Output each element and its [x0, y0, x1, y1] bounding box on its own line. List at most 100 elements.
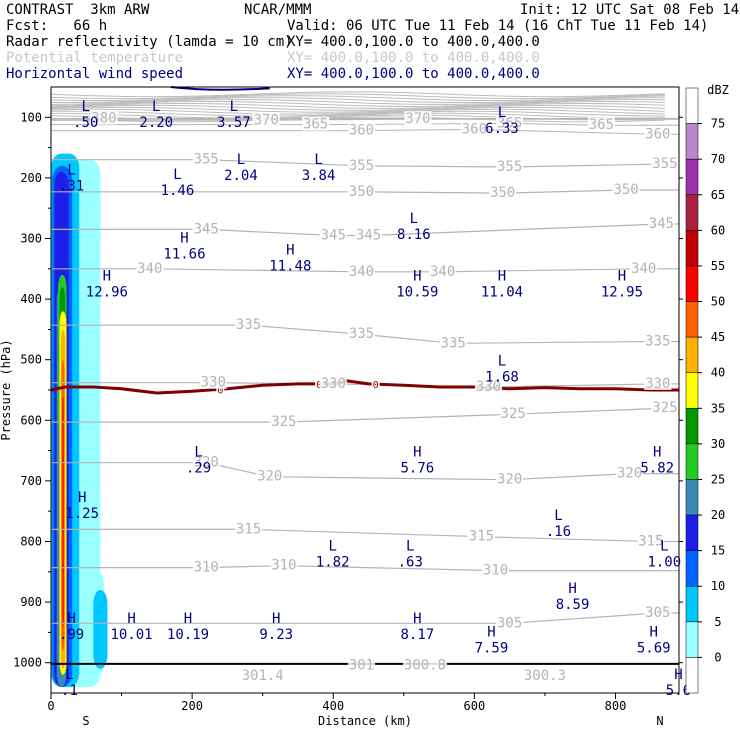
wind-extremum: H12.96	[86, 269, 128, 301]
wind-extremum: L.1	[61, 667, 78, 699]
theta-label-bg	[644, 605, 672, 620]
theta-label-bg	[270, 557, 298, 572]
wind-extremum-value: 5.69	[637, 640, 671, 656]
wind-extremum-value: 9.23	[259, 627, 293, 643]
reflectivity-cell	[79, 165, 101, 257]
theta-label: 345	[321, 227, 346, 243]
colorbar-tick-label: 45	[711, 330, 725, 344]
theta-contour-line	[51, 106, 665, 113]
colorbar-swatch	[685, 514, 699, 551]
theta-label: 300.8	[404, 658, 446, 674]
freezing-level-label: 0	[373, 380, 379, 391]
wind-extremum-value: 1.68	[485, 370, 519, 386]
theta-label-bg	[488, 185, 517, 200]
wind-extremum-type: H	[487, 624, 495, 640]
theta-label: 340	[631, 261, 656, 277]
theta-label-bg	[347, 183, 376, 198]
theta-label-bg	[499, 406, 527, 421]
wind-extremum-type: H	[286, 243, 294, 259]
colorbar-swatch	[685, 585, 699, 623]
colorbar-tick-label: 5	[714, 615, 721, 629]
x-tick-label: 600	[464, 699, 486, 713]
wind-extremum-type: L	[230, 99, 238, 115]
theta-contour-line	[51, 108, 665, 115]
field-1-name: Radar reflectivity (lamda = 10 cm)	[6, 34, 293, 50]
wind-extremum: L3.57	[217, 99, 251, 131]
theta-label: 355	[652, 156, 677, 172]
theta-contour-line	[51, 104, 665, 111]
colorbar-swatch	[685, 372, 699, 409]
colorbar-swatch	[685, 230, 699, 267]
theta-label: 310	[483, 563, 508, 579]
wind-extremum-value: 5.76	[400, 460, 434, 476]
init-time: Init: 12 UTC Sat 08 Feb 14	[520, 2, 740, 18]
reflectivity-cell	[62, 396, 64, 627]
colorbar: 0 5 10 15 20 25 30 35 40 45 50 55 60 65 70 75	[685, 87, 725, 694]
wind-extremum-value: 1.25	[65, 506, 99, 522]
freezing-level-label-bg	[371, 378, 380, 390]
theta-label: 355	[349, 158, 374, 174]
wind-extremum-type: L	[237, 152, 245, 168]
colorbar-swatch	[685, 265, 699, 302]
colorbar-tick-label: 15	[711, 544, 725, 558]
theta-label: 365	[497, 115, 522, 131]
wind-extremum-value: 1.82	[316, 554, 350, 570]
theta-label: 360	[645, 126, 670, 142]
freezing-level-label: 0	[316, 380, 322, 391]
theta-label: 315	[236, 521, 261, 537]
colorbar-tick-label: 70	[711, 152, 725, 166]
y-tick-label: 1000	[13, 656, 42, 670]
colorbar-swatch	[685, 621, 699, 658]
theta-label: 305	[645, 605, 670, 621]
theta-label: 315	[638, 534, 663, 550]
field-2-xy: XY= 400.0,100.0 to 400.0,400.0	[287, 50, 540, 66]
theta-label-bg	[496, 158, 524, 173]
theta-label-bg	[651, 155, 679, 170]
theta-label: 330	[645, 376, 670, 392]
wind-extremum-type: L	[410, 211, 418, 227]
theta-label-bg	[347, 157, 376, 172]
colorbar-tick-label: 65	[711, 188, 725, 202]
wind-extremum-type: L	[65, 667, 73, 683]
wind-extremum-type: L	[554, 508, 562, 524]
theta-label: 320	[617, 466, 642, 482]
theta-label: 340	[430, 264, 455, 280]
theta-label-bg	[270, 414, 298, 429]
colorbar-tick-label: 50	[711, 295, 725, 309]
theta-label-bg	[90, 110, 118, 125]
wind-extremum-value: .16	[546, 524, 571, 540]
theta-label-bg	[192, 559, 220, 574]
theta-label: 325	[271, 414, 296, 430]
wind-extremum: H8.59	[556, 581, 590, 613]
theta-label-bg	[234, 317, 263, 332]
wind-extremum: L2.20	[139, 99, 173, 131]
wind-extremum: H10.01	[110, 611, 152, 643]
x-tick-label: 200	[181, 699, 203, 713]
wind-extremum-type: H	[618, 269, 626, 285]
wind-extremum-type: H	[674, 667, 682, 683]
wind-extremum-type: L	[194, 444, 202, 460]
theta-label: 315	[469, 529, 494, 545]
wind-extremum-type: H	[103, 269, 111, 285]
theta-contour-line	[51, 91, 665, 98]
theta-label: 335	[349, 326, 374, 342]
theta-label: 360	[349, 123, 374, 139]
wind-extremum-type: H	[413, 269, 421, 285]
colorbar-tick-label: 0	[714, 650, 721, 664]
theta-label-bg	[234, 521, 263, 536]
colorbar-swatch	[685, 657, 699, 694]
colorbar-tick-label: 75	[711, 117, 725, 131]
wind-extremum: L.50	[73, 99, 98, 131]
theta-label: 310	[194, 560, 219, 576]
theta-label: 320	[257, 469, 282, 485]
wind-extremum-type: L	[328, 538, 336, 554]
theta-contour-line	[51, 97, 665, 104]
wind-extremum: H11.66	[163, 231, 205, 263]
theta-contour-line	[51, 93, 665, 100]
theta-label-bg	[347, 326, 376, 341]
wind-extremum: H10.19	[167, 611, 209, 643]
colorbar-tick-label: 10	[711, 579, 725, 593]
theta-label: 355	[194, 152, 219, 168]
wind-extremum-value: 3.57	[217, 115, 251, 131]
model-title: CONTRAST 3km ARW	[6, 2, 150, 18]
